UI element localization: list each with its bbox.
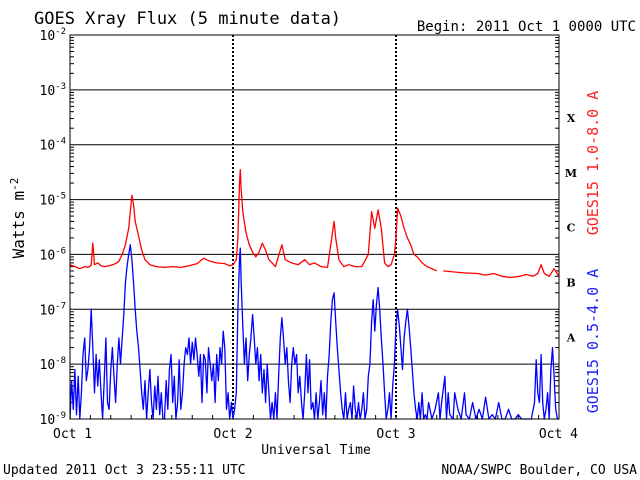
x-tick-label: Oct 2: [213, 427, 252, 442]
flare-class-label: B: [566, 277, 575, 290]
plot-frame: [69, 34, 560, 420]
updated-label: Updated 2011 Oct 3 23:55:11 UTC: [3, 463, 246, 478]
grid: [69, 35, 560, 419]
x-tick-labels: Oct 1 Oct 2 Oct 3 Oct 4: [53, 427, 578, 442]
flare-class-labels: X M C B A: [565, 112, 577, 344]
credit-label: NOAA/SWPC Boulder, CO USA: [441, 463, 637, 478]
y-tick-label: 10-6: [40, 246, 67, 263]
flare-class-label: X: [567, 112, 576, 125]
y-tick-label: 10-5: [40, 192, 67, 209]
x-tick-label: Oct 3: [376, 427, 415, 442]
series-line-long-wavelength: [69, 169, 560, 279]
y-axis-label-text: Watts m: [9, 191, 28, 258]
y-tick-labels: 10-2 10-3 10-4 10-5 10-6 10-7 10-8 10-9: [40, 27, 67, 428]
x-axis-label: Universal Time: [261, 443, 371, 458]
legend-series-short: GOES15 0.5-4.0 A: [584, 269, 602, 414]
series-line-short-wavelength: [69, 244, 559, 420]
y-tick-label: 10-9: [40, 411, 67, 428]
y-tick-label: 10-8: [40, 356, 67, 373]
flare-class-label: M: [565, 167, 577, 180]
legend-series-long: GOES15 1.0-8.0 A: [584, 91, 602, 236]
begin-label: Begin: 2011 Oct 1 0000 UTC: [417, 19, 636, 35]
y-tick-label: 10-2: [40, 27, 67, 44]
flare-class-label: C: [567, 222, 576, 235]
y-axis-label: Watts m-2: [8, 178, 28, 259]
chart-title: GOES Xray Flux (5 minute data): [34, 9, 341, 29]
x-tick-label: Oct 1: [53, 427, 92, 442]
y-tick-label: 10-4: [40, 137, 67, 154]
y-tick-label: 10-7: [40, 301, 67, 318]
series-layer: [69, 169, 560, 420]
y-axis-label-exponent: -2: [8, 178, 21, 191]
y-tick-label: 10-3: [40, 82, 67, 99]
x-tick-label: Oct 4: [539, 427, 578, 442]
flare-class-label: A: [566, 331, 576, 344]
